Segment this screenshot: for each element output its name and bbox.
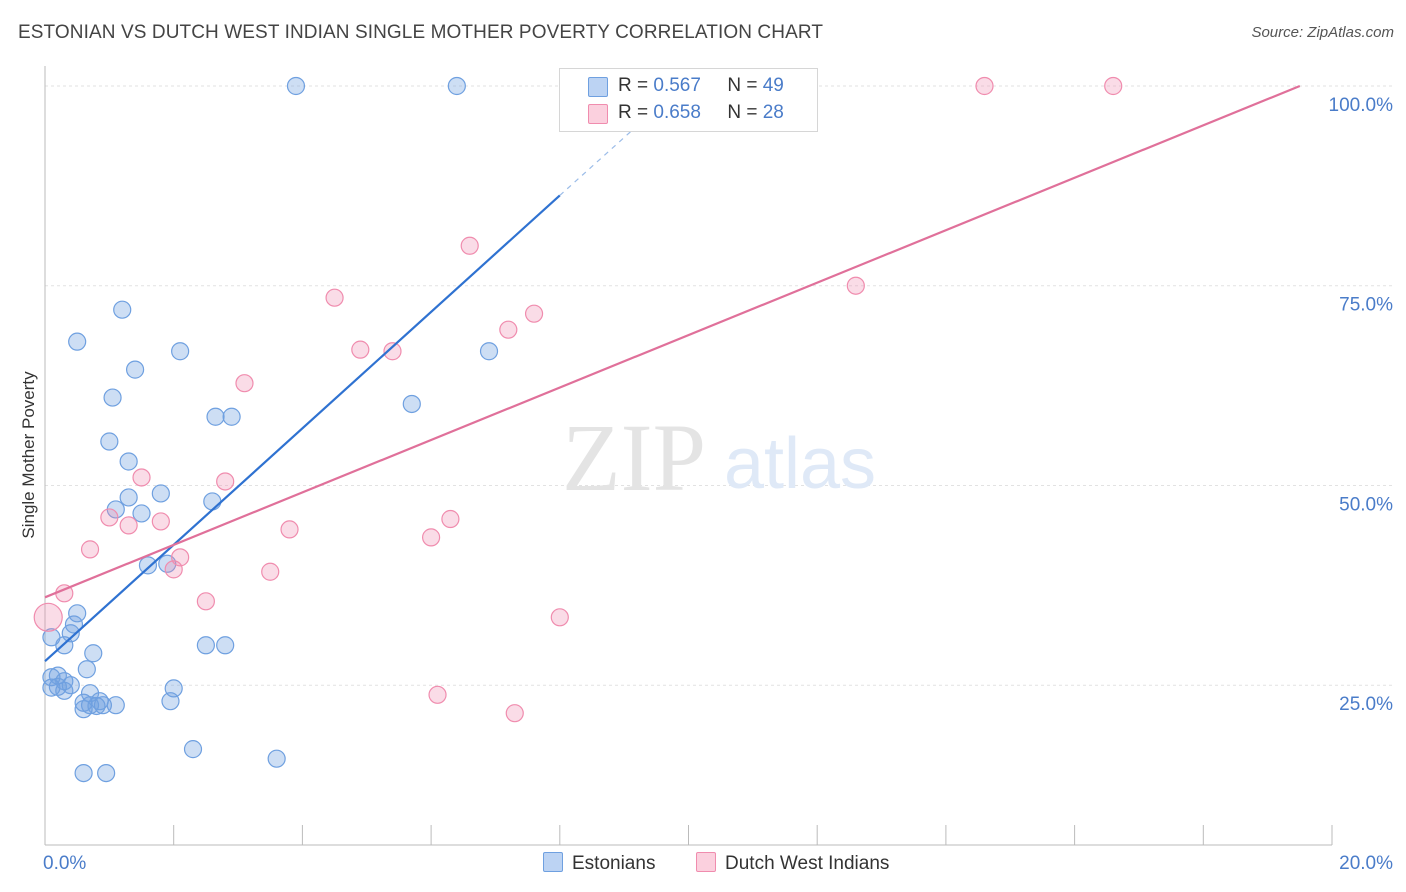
point-estonians [68, 604, 87, 623]
point-estonians [87, 696, 106, 716]
point-estonians [93, 696, 113, 715]
axes [44, 66, 1333, 846]
watermark: ZIP atlas [562, 404, 876, 511]
point-estonians [196, 636, 215, 655]
y-tick-label: 25.0% [1339, 694, 1393, 715]
point-dutch-west-indians [33, 602, 63, 632]
point-estonians [61, 676, 80, 695]
point-estonians [100, 432, 119, 451]
point-dutch-west-indians [216, 472, 235, 491]
point-dutch-west-indians [132, 468, 151, 487]
point-dutch-west-indians [383, 342, 402, 361]
point-estonians [68, 332, 87, 351]
y-axis-label: Single Mother Poverty [19, 371, 38, 539]
legend-r-value-dutch: 0.658 [653, 102, 701, 123]
point-dutch-west-indians [550, 608, 569, 627]
point-estonians [138, 556, 158, 575]
point-dutch-west-indians [351, 340, 370, 359]
point-dutch-west-indians [505, 704, 524, 723]
point-dutch-west-indians [422, 528, 441, 547]
stats-legend: R = 0.567 N = 49 R = 0.658 N = 28 [559, 68, 818, 132]
tick-labels: 100.0% 75.0% 50.0% 25.0% 0.0% 20.0% [43, 95, 1393, 874]
legend-n-value-estonians: 49 [762, 75, 784, 96]
point-estonians [103, 388, 122, 407]
point-dutch-west-indians [524, 304, 544, 323]
y-tick-label: 50.0% [1339, 494, 1393, 515]
trendline-estonians [44, 194, 561, 663]
legend-r-label: R = [618, 75, 649, 96]
y-tick-label: 75.0% [1339, 295, 1393, 316]
point-dutch-west-indians [151, 512, 170, 531]
point-dutch-west-indians [846, 276, 865, 295]
point-dutch-west-indians [119, 516, 138, 535]
legend-swatch-estonians [588, 77, 608, 97]
y-tick-label: 100.0% [1329, 95, 1394, 116]
point-estonians [74, 763, 93, 783]
chart-title: ESTONIAN VS DUTCH WEST INDIAN SINGLE MOT… [18, 22, 824, 43]
trendline-dutch-west-indians [44, 84, 1301, 599]
point-estonians [267, 749, 286, 768]
point-estonians [216, 636, 235, 655]
point-estonians [132, 504, 151, 523]
point-estonians [119, 488, 138, 507]
bottom-legend-label-estonians: Estonians [572, 853, 656, 874]
point-estonians [84, 644, 103, 663]
chart-source: Source: ZipAtlas.com [1251, 24, 1394, 41]
series-estonians [42, 76, 499, 783]
point-dutch-west-indians [499, 320, 518, 339]
bottom-legend-swatch-dutch [696, 852, 716, 872]
bottom-legend-dutch: Dutch West Indians [696, 852, 889, 875]
point-estonians [402, 394, 421, 414]
legend-r-label: R = [618, 102, 649, 123]
point-estonians [286, 76, 306, 96]
bottom-legend-estonians: Estonians [543, 852, 655, 875]
legend-n-label: N = [727, 75, 758, 96]
point-estonians [77, 660, 96, 679]
x-tick-label: 0.0% [43, 853, 86, 874]
point-dutch-west-indians [441, 509, 460, 529]
point-estonians [206, 407, 225, 426]
point-estonians [113, 300, 132, 319]
series-dutch-west-indians [33, 76, 1123, 723]
bottom-legend-swatch-estonians [543, 852, 563, 872]
point-dutch-west-indians [428, 685, 447, 704]
point-estonians [447, 76, 466, 96]
point-estonians [97, 763, 116, 783]
bottom-legend-label-dutch: Dutch West Indians [725, 853, 890, 874]
point-estonians [203, 492, 222, 511]
point-estonians [479, 342, 499, 361]
point-estonians [151, 484, 170, 503]
watermark-zip: ZIP [562, 404, 706, 511]
point-estonians [183, 740, 203, 759]
watermark-atlas: atlas [724, 424, 876, 504]
trendline-estonians-extension [559, 125, 638, 196]
point-estonians [171, 342, 190, 361]
point-estonians [164, 679, 183, 698]
point-dutch-west-indians [975, 76, 994, 96]
point-dutch-west-indians [100, 508, 119, 527]
point-dutch-west-indians [460, 236, 479, 255]
point-estonians [119, 452, 138, 471]
point-estonians [42, 628, 61, 647]
point-dutch-west-indians [1104, 76, 1123, 96]
point-dutch-west-indians [80, 540, 100, 559]
legend-swatch-dutch [588, 104, 608, 124]
legend-n-value-dutch: 28 [762, 102, 784, 123]
legend-n-label: N = [727, 102, 758, 123]
trendlines [44, 84, 1301, 663]
point-dutch-west-indians [171, 548, 190, 567]
point-estonians [80, 696, 100, 715]
point-estonians [106, 696, 125, 715]
point-dutch-west-indians [235, 374, 254, 393]
point-dutch-west-indians [196, 592, 215, 611]
point-dutch-west-indians [325, 288, 344, 307]
point-estonians [222, 407, 241, 426]
x-tick-label: 20.0% [1339, 853, 1393, 874]
point-dutch-west-indians [261, 562, 280, 581]
point-estonians [64, 615, 84, 634]
point-estonians [125, 360, 145, 379]
legend-r-value-estonians: 0.567 [653, 75, 701, 96]
point-dutch-west-indians [280, 520, 299, 539]
